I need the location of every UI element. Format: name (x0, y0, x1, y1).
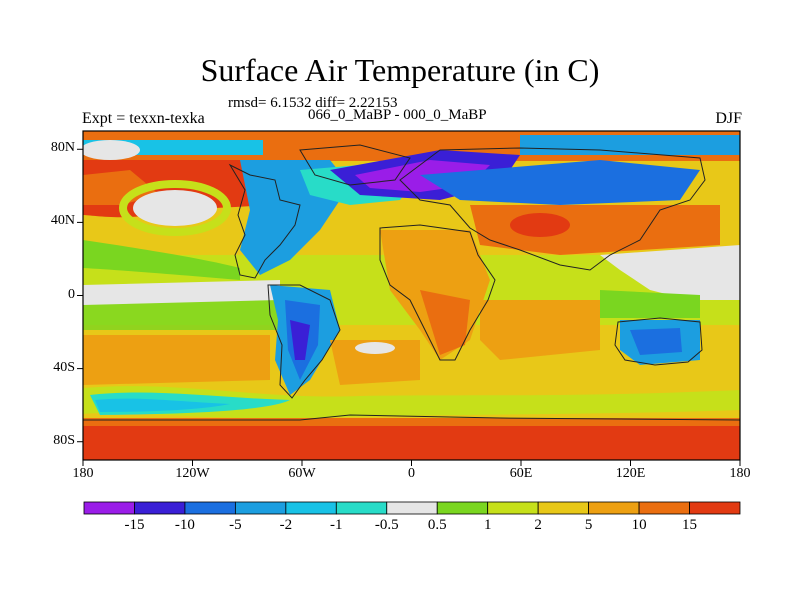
colorbar-swatch (537, 501, 590, 515)
colorbar-label: -5 (229, 517, 242, 533)
colorbar-swatch (335, 501, 388, 515)
colorbar-label: 1 (483, 517, 492, 533)
colorbar-label: 10 (631, 517, 647, 533)
map-title: Surface Air Temperature (in C) (200, 52, 600, 88)
lat-tick-label: 40N (50, 213, 75, 229)
colorbar-swatch (386, 501, 438, 515)
lon-tick-label: 180 (72, 466, 94, 481)
colorbar (83, 501, 741, 515)
latitude-ticks (77, 148, 83, 443)
longitude-ticks (82, 460, 741, 466)
colorbar-label: -2 (279, 517, 293, 533)
colorbar-label: -15 (124, 517, 145, 533)
lon-tick-label: 0 (408, 466, 415, 481)
colorbar-swatch (689, 501, 741, 515)
colorbar-swatch (436, 501, 489, 515)
experiment-label: Expt = texxn-texka (82, 110, 205, 127)
colorbar-label: -10 (174, 517, 195, 533)
colorbar-swatch (487, 501, 539, 515)
colorbar-label: 2 (534, 517, 542, 533)
colorbar-swatch (285, 501, 337, 515)
colorbar-label: 0.5 (427, 517, 447, 533)
lat-tick-label: 0 (68, 286, 75, 302)
comparison-label: 066_0_MaBP - 000_0_MaBP (308, 107, 487, 123)
colorbar-swatch (83, 501, 135, 515)
colorbar-swatch (134, 501, 186, 515)
lon-tick-label: 60W (288, 466, 316, 481)
stats-label: rmsd= 6.1532 diff= 2.22153 (228, 95, 398, 111)
lon-tick-label: 120E (615, 466, 646, 481)
colorbar-label: 5 (584, 517, 593, 533)
colorbar-swatch (638, 501, 690, 515)
lon-tick-label: 60E (509, 466, 533, 481)
colorbar-swatch (588, 501, 640, 515)
temperature-field (83, 131, 740, 460)
lon-tick-label: 180 (729, 466, 751, 481)
colorbar-label: -1 (330, 517, 343, 533)
colorbar-swatch (184, 501, 236, 515)
lat-tick-label: 80S (53, 432, 75, 448)
season-label: DJF (715, 110, 742, 127)
lat-tick-label: 80N (50, 140, 75, 156)
colorbar-label: 15 (682, 517, 698, 533)
continent-outlines (83, 144, 740, 421)
lat-tick-label: 40S (53, 359, 75, 375)
colorbar-label: -0.5 (374, 517, 399, 533)
lon-tick-label: 120W (175, 466, 210, 481)
colorbar-swatch (234, 501, 287, 515)
